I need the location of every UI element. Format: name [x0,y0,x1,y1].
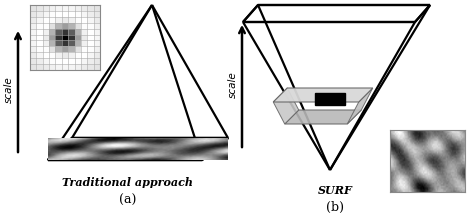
Polygon shape [243,5,430,22]
Text: (a): (a) [119,194,137,207]
Bar [315,93,345,105]
Polygon shape [285,110,361,124]
Polygon shape [48,138,228,160]
Polygon shape [273,88,299,124]
Text: Traditional approach: Traditional approach [63,178,193,189]
Text: scale: scale [4,77,14,103]
Polygon shape [347,88,373,124]
Polygon shape [273,88,373,102]
Text: scale: scale [228,72,238,98]
Text: SURF: SURF [318,184,353,196]
Text: (b): (b) [326,201,344,214]
